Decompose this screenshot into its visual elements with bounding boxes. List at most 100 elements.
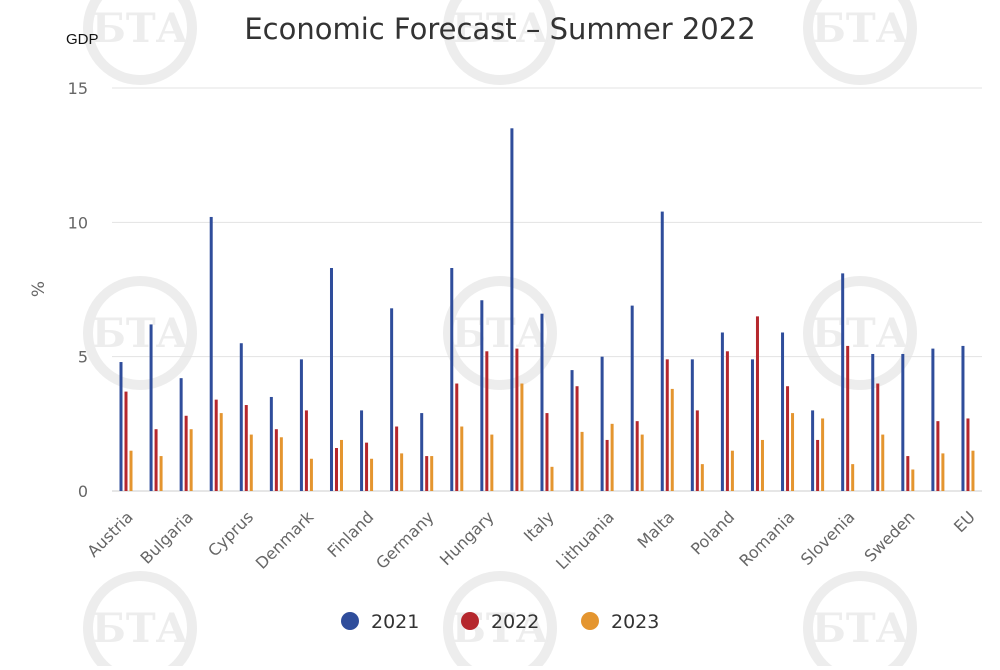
bar-2021-ireland[interactable] [510, 128, 514, 492]
bar-2022-czechia[interactable] [274, 429, 278, 491]
x-tick-label: Slovenia [797, 507, 859, 569]
bar-2021-greece[interactable] [450, 268, 454, 491]
bar-2021-malta[interactable] [660, 211, 664, 491]
bar-2021-croatia[interactable] [209, 216, 213, 491]
watermark: БТА [803, 276, 917, 390]
bar-2022-slovakia[interactable] [816, 439, 820, 491]
bar-2023-poland[interactable] [730, 450, 734, 491]
x-tick-label: Lithuania [552, 507, 618, 573]
bar-2023-hungary[interactable] [490, 434, 494, 491]
legend-item-2021[interactable]: 2021 [341, 611, 419, 633]
bar-2023-netherlands[interactable] [700, 464, 704, 491]
bar-2022-slovenia[interactable] [846, 345, 850, 491]
bar-2023-lithuania[interactable] [610, 423, 614, 491]
bar-2021-slovenia[interactable] [841, 273, 845, 491]
bar-2022-luxembourg[interactable] [635, 421, 639, 491]
bar-2021-lithuania[interactable] [600, 356, 604, 491]
bar-2022-spain[interactable] [876, 383, 880, 491]
y-tick-label: 10 [68, 213, 88, 232]
bar-2021-eu[interactable] [961, 345, 965, 491]
bar-2021-spain[interactable] [871, 353, 875, 491]
bar-2023-latvia[interactable] [580, 431, 584, 491]
bar-2021-hungary[interactable] [480, 300, 484, 491]
bar-2022-france[interactable] [395, 426, 399, 491]
x-tick-label: Austria [83, 507, 136, 560]
bar-2023-croatia[interactable] [219, 413, 223, 491]
bar-2022-lithuania[interactable] [605, 439, 609, 491]
bar-2023-slovenia[interactable] [851, 464, 855, 491]
bar-2023-denmark[interactable] [309, 458, 313, 491]
bar-2023-luxembourg[interactable] [640, 434, 644, 491]
bar-2021-sweden[interactable] [901, 353, 905, 491]
bar-2023-spain[interactable] [881, 434, 885, 491]
bar-2023-eu[interactable] [971, 450, 975, 491]
bar-2022-latvia[interactable] [575, 386, 579, 491]
bar-2021-estonia[interactable] [329, 268, 333, 491]
watermark-ring [83, 571, 197, 670]
legend-label-2021: 2021 [371, 611, 419, 633]
bar-2021-belgium[interactable] [149, 324, 153, 491]
bar-2021-latvia[interactable] [570, 370, 574, 491]
bar-2023-estonia[interactable] [339, 439, 343, 491]
bar-2023-belgium[interactable] [159, 456, 163, 491]
bar-2022-hungary[interactable] [485, 351, 489, 491]
bar-2023-portugal[interactable] [760, 439, 764, 491]
bar-2022-poland[interactable] [725, 351, 729, 491]
bar-2021-austria[interactable] [119, 362, 123, 491]
x-tick-label: Bulgaria [137, 507, 197, 567]
bar-2022-denmark[interactable] [304, 410, 308, 491]
bar-2021-denmark[interactable] [299, 359, 303, 491]
bar-2022-ireland[interactable] [515, 348, 519, 491]
bar-2022-finland[interactable] [365, 442, 369, 491]
bar-2023-finland[interactable] [370, 458, 374, 491]
bar-2023-greece[interactable] [460, 426, 464, 491]
legend-item-2022[interactable]: 2022 [461, 611, 539, 633]
bar-2021-finland[interactable] [360, 410, 364, 491]
bar-2022-malta[interactable] [665, 359, 669, 491]
bar-2021-slovakia[interactable] [811, 410, 815, 491]
bar-2023-euro-area[interactable] [941, 453, 945, 491]
bar-2023-france[interactable] [400, 453, 404, 491]
bar-2023-bulgaria[interactable] [189, 429, 193, 491]
bar-2022-germany[interactable] [425, 456, 429, 491]
bar-2021-netherlands[interactable] [690, 359, 694, 491]
bar-2022-cyprus[interactable] [244, 405, 248, 491]
bar-2022-netherlands[interactable] [695, 410, 699, 491]
x-tick-label: Poland [687, 507, 738, 558]
bar-2022-eu[interactable] [966, 418, 970, 491]
legend-item-2023[interactable]: 2023 [581, 611, 659, 633]
bar-2022-croatia[interactable] [214, 399, 218, 491]
bar-2022-austria[interactable] [124, 391, 128, 491]
bar-2022-greece[interactable] [455, 383, 459, 491]
bar-2021-czechia[interactable] [269, 396, 273, 491]
bar-2021-portugal[interactable] [750, 359, 754, 491]
bar-2023-germany[interactable] [430, 456, 434, 491]
bar-2023-romania[interactable] [791, 413, 795, 491]
bar-2023-slovakia[interactable] [821, 418, 825, 491]
bar-2021-euro-area[interactable] [931, 348, 935, 491]
bar-2022-portugal[interactable] [755, 316, 759, 491]
bar-2023-cyprus[interactable] [249, 434, 253, 491]
bar-2022-euro-area[interactable] [936, 421, 940, 491]
bar-2023-czechia[interactable] [279, 437, 283, 491]
bar-2021-germany[interactable] [420, 413, 424, 491]
bar-2021-italy[interactable] [540, 313, 544, 491]
bar-2022-romania[interactable] [786, 386, 790, 491]
bar-2021-poland[interactable] [720, 332, 724, 491]
bar-2021-luxembourg[interactable] [630, 305, 634, 491]
bar-2023-italy[interactable] [550, 466, 554, 491]
bar-2021-bulgaria[interactable] [179, 378, 183, 491]
watermark-text: БТА [92, 310, 189, 357]
bar-2023-malta[interactable] [670, 388, 674, 491]
bar-2023-ireland[interactable] [520, 383, 524, 491]
bar-2023-austria[interactable] [129, 450, 133, 491]
bar-2023-sweden[interactable] [911, 469, 915, 491]
bar-2021-romania[interactable] [781, 332, 785, 491]
bar-2022-sweden[interactable] [906, 456, 910, 491]
bar-2022-bulgaria[interactable] [184, 415, 188, 491]
bar-2022-estonia[interactable] [334, 448, 338, 491]
bar-2022-belgium[interactable] [154, 429, 158, 491]
bar-2021-cyprus[interactable] [239, 343, 243, 491]
bar-2022-italy[interactable] [545, 413, 549, 491]
bar-2021-france[interactable] [390, 308, 394, 491]
